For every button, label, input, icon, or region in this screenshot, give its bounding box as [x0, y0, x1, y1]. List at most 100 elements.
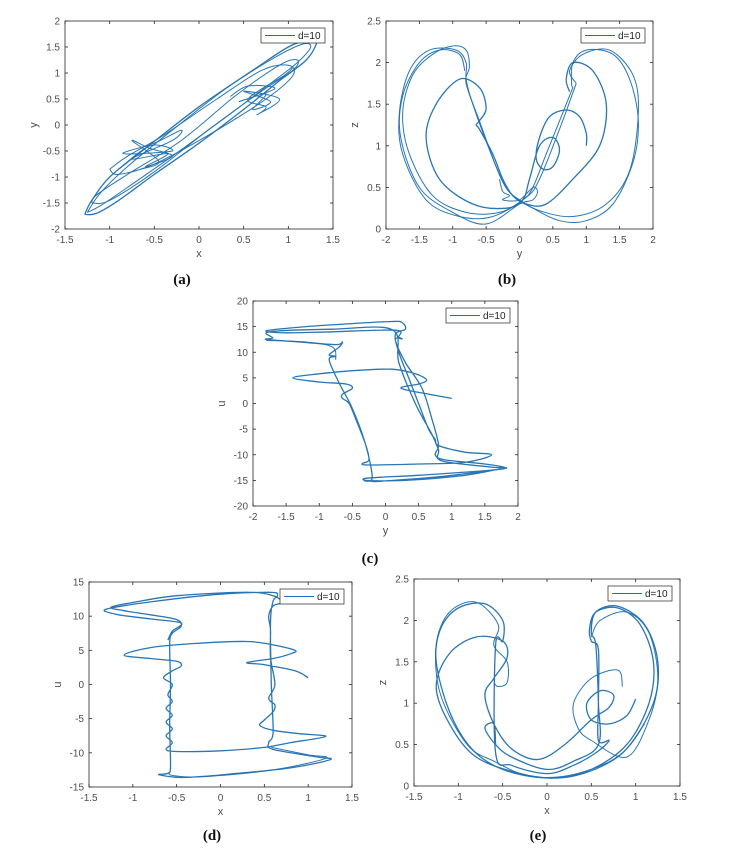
legend-label: d=10 — [645, 589, 668, 600]
y-axis-label: u — [216, 400, 228, 406]
x-tick-label: -1 — [105, 235, 114, 246]
x-tick-label: 1.5 — [613, 235, 627, 246]
trajectory-d — [103, 591, 332, 779]
trajectory-segment — [435, 602, 660, 779]
y-axis-label: u — [52, 681, 64, 687]
panel-label-b: (b) — [497, 272, 517, 288]
x-tick-label: 0.5 — [237, 235, 251, 246]
y-tick-label: 0 — [403, 782, 409, 793]
x-tick-label: 1 — [633, 792, 639, 803]
y-tick-label: -1 — [51, 173, 60, 184]
y-tick-label: 5 — [78, 646, 84, 657]
x-tick-label: -2 — [382, 235, 391, 246]
y-tick-label: 2.5 — [367, 17, 381, 28]
x-tick-label: -1.5 — [80, 793, 98, 804]
legend: d=10 — [445, 307, 511, 324]
x-tick-label: -0.5 — [494, 792, 512, 803]
legend-label: d=10 — [298, 31, 321, 42]
y-axis-label: y — [28, 122, 40, 128]
legend-label: d=10 — [317, 592, 340, 603]
panel-label-d: (d) — [202, 828, 222, 844]
x-axis-label: x — [218, 806, 224, 818]
y-tick-label: -20 — [234, 502, 249, 513]
x-axis-label: x — [544, 805, 550, 817]
y-tick-label: 15 — [237, 322, 249, 333]
trajectory-segment — [103, 591, 332, 779]
x-tick-label: 1.5 — [345, 793, 359, 804]
x-tick-label: 1 — [449, 512, 455, 523]
panel-d: -1.5 -1 -0.5 0 0.5 1 1.5 -15 -10 -5 0 5 10 15 x u d=10 — [52, 578, 359, 819]
y-tick-label: 1 — [375, 141, 381, 152]
panel-label-e: (e) — [529, 828, 547, 844]
x-tick-label: 2 — [650, 235, 656, 246]
x-tick-label: -1 — [454, 792, 463, 803]
x-tick-label: 1 — [583, 235, 589, 246]
x-tick-label: 0 — [383, 512, 389, 523]
legend: d=10 — [260, 27, 326, 44]
x-tick-label: 0 — [218, 793, 224, 804]
axes-box — [64, 20, 334, 230]
x-tick-label: -0.5 — [478, 235, 496, 246]
trajectory-segment — [402, 45, 639, 224]
legend: d=10 — [580, 27, 646, 44]
y-tick-label: -1.5 — [43, 199, 61, 210]
y-tick-label: 2 — [54, 17, 60, 28]
y-axis-label: z — [377, 680, 389, 686]
x-axis-label: y — [383, 525, 389, 537]
x-tick-label: -0.5 — [344, 512, 362, 523]
trajectory-c — [264, 320, 508, 483]
y-tick-label: -15 — [70, 783, 85, 794]
x-tick-label: -0.5 — [168, 793, 186, 804]
y-tick-label: 10 — [73, 612, 85, 623]
x-tick-label: 2 — [515, 512, 521, 523]
panel-a: -1.5 -1 -0.5 0 0.5 1 1.5-2-1.5-1-0.500.511.52x… — [28, 17, 340, 261]
trajectory-segment — [91, 59, 299, 204]
trajectory-b — [398, 45, 639, 225]
y-tick-label: -5 — [239, 425, 248, 436]
y-tick-label: 0 — [78, 680, 84, 691]
legend-label: d=10 — [483, 311, 506, 322]
x-tick-label: -1 — [315, 512, 324, 523]
y-tick-label: 0 — [54, 121, 60, 132]
trajectory-segment — [572, 611, 659, 758]
x-tick-label: -2 — [249, 512, 258, 523]
x-tick-label: 1.5 — [673, 792, 687, 803]
panel-c: -2 -1.5 -1 -0.5 0 0.5 1 1.5 2 -20 -15 -10 -5 0 5 10 15 20… — [216, 297, 521, 538]
x-tick-label: 0.5 — [257, 793, 271, 804]
trajectory-e — [435, 601, 660, 779]
y-axis-label: z — [349, 122, 361, 128]
y-tick-label: -2 — [51, 225, 60, 236]
trajectory-segment — [266, 340, 337, 361]
panel-label-c: (c) — [361, 551, 379, 567]
x-tick-label: -0.5 — [146, 235, 164, 246]
x-axis-label: x — [196, 248, 202, 260]
x-tick-label: -1.5 — [56, 235, 74, 246]
y-tick-label: -0.5 — [43, 147, 61, 158]
y-tick-label: 1.5 — [367, 100, 381, 111]
y-tick-label: 1.5 — [46, 43, 60, 54]
x-tick-label: 1.5 — [326, 235, 340, 246]
y-tick-label: 0.5 — [395, 740, 409, 751]
x-tick-label: 0 — [517, 235, 523, 246]
y-tick-label: 0 — [375, 225, 381, 236]
x-tick-label: 0.5 — [546, 235, 560, 246]
trajectory-a — [84, 38, 318, 216]
y-tick-label: 1 — [54, 69, 60, 80]
y-tick-label: 0.5 — [367, 183, 381, 194]
y-tick-label: 1.5 — [395, 657, 409, 668]
x-tick-label: 0 — [196, 235, 202, 246]
x-tick-label: -1 — [448, 235, 457, 246]
y-tick-label: 2 — [403, 616, 409, 627]
x-tick-label: -1.5 — [405, 792, 423, 803]
panel-e: -1.5 -1 -0.5 0 0.5 1 1.5 0 0.5 1 1.5 2 2.5 x z d=10 — [377, 575, 687, 818]
trajectory-segment — [435, 601, 645, 779]
x-tick-label: 0 — [544, 792, 550, 803]
x-tick-label: 0.5 — [584, 792, 598, 803]
y-tick-label: 20 — [237, 297, 249, 308]
trajectory-segment — [398, 49, 538, 225]
x-axis-label: y — [517, 248, 523, 260]
x-tick-label: 1 — [305, 793, 311, 804]
y-tick-label: 10 — [237, 348, 249, 359]
x-tick-label: -1.5 — [411, 235, 429, 246]
